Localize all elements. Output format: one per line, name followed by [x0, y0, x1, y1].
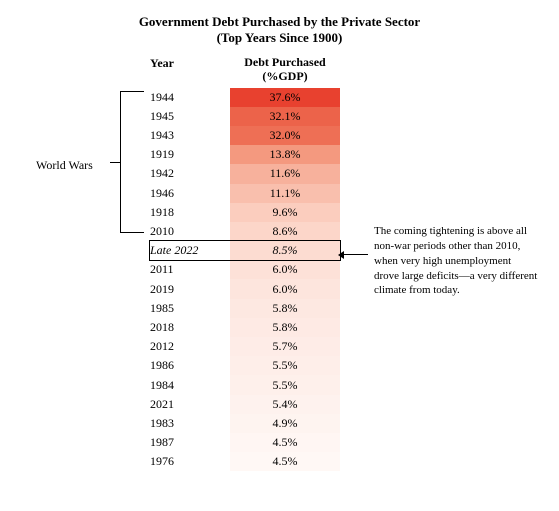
- cell-year: 2018: [150, 320, 230, 335]
- table-row: 19845.5%: [150, 375, 340, 394]
- table-row: 20196.0%: [150, 279, 340, 298]
- table-row: 20116.0%: [150, 260, 340, 279]
- cell-value: 6.0%: [230, 260, 340, 279]
- cell-value: 9.6%: [230, 203, 340, 222]
- cell-value: 4.9%: [230, 414, 340, 433]
- table-row: 19834.9%: [150, 414, 340, 433]
- cell-year: 1918: [150, 205, 230, 220]
- world-wars-bracket: [110, 91, 140, 233]
- table-row: 19874.5%: [150, 433, 340, 452]
- header-year: Year: [150, 56, 230, 84]
- cell-value: 11.1%: [230, 184, 340, 203]
- table-row: 20185.8%: [150, 318, 340, 337]
- cell-year: 1987: [150, 435, 230, 450]
- annotation-text: The coming tightening is above all non-w…: [374, 224, 538, 298]
- cell-value: 4.5%: [230, 452, 340, 471]
- table-row: 194332.0%: [150, 126, 340, 145]
- cell-year: 2019: [150, 282, 230, 297]
- cell-value: 5.8%: [230, 318, 340, 337]
- cell-year: 1946: [150, 186, 230, 201]
- cell-year: 2021: [150, 397, 230, 412]
- cell-year: 2010: [150, 224, 230, 239]
- cell-year: 1943: [150, 128, 230, 143]
- cell-value: 4.5%: [230, 433, 340, 452]
- cell-year: Late 2022: [150, 243, 230, 258]
- table-row: 19865.5%: [150, 356, 340, 375]
- data-table: Year Debt Purchased (%GDP) 194437.6%1945…: [150, 56, 340, 471]
- cell-year: 1983: [150, 416, 230, 431]
- cell-value: 11.6%: [230, 164, 340, 183]
- table-body: 194437.6%194532.1%194332.0%191913.8%1942…: [150, 88, 340, 472]
- cell-value: 5.7%: [230, 337, 340, 356]
- annotation-arrow: [342, 254, 368, 255]
- table-row: 20108.6%: [150, 222, 340, 241]
- cell-value: 32.0%: [230, 126, 340, 145]
- cell-value: 5.5%: [230, 356, 340, 375]
- cell-year: 1984: [150, 378, 230, 393]
- cell-year: 1986: [150, 358, 230, 373]
- table-row: 194611.1%: [150, 184, 340, 203]
- table-row: Late 20228.5%: [150, 241, 340, 260]
- table-row: 19764.5%: [150, 452, 340, 471]
- cell-value: 13.8%: [230, 145, 340, 164]
- cell-year: 1976: [150, 454, 230, 469]
- cell-value: 37.6%: [230, 88, 340, 107]
- table-row: 20215.4%: [150, 395, 340, 414]
- cell-year: 2012: [150, 339, 230, 354]
- cell-year: 1942: [150, 166, 230, 181]
- cell-value: 5.5%: [230, 375, 340, 394]
- title-line-2: (Top Years Since 1900): [217, 30, 343, 45]
- title-line-1: Government Debt Purchased by the Private…: [139, 14, 420, 29]
- cell-year: 2011: [150, 262, 230, 277]
- table-row: 194211.6%: [150, 164, 340, 183]
- cell-year: 1919: [150, 147, 230, 162]
- table-row: 19855.8%: [150, 299, 340, 318]
- cell-year: 1945: [150, 109, 230, 124]
- table-header: Year Debt Purchased (%GDP): [150, 56, 340, 84]
- chart-title: Government Debt Purchased by the Private…: [0, 14, 559, 47]
- bracket-label: World Wars: [36, 158, 93, 173]
- cell-value: 8.6%: [230, 222, 340, 241]
- cell-value: 6.0%: [230, 279, 340, 298]
- table-row: 194437.6%: [150, 88, 340, 107]
- header-value: Debt Purchased (%GDP): [230, 56, 340, 84]
- cell-year: 1944: [150, 90, 230, 105]
- cell-value: 5.8%: [230, 299, 340, 318]
- cell-year: 1985: [150, 301, 230, 316]
- table-row: 191913.8%: [150, 145, 340, 164]
- table-row: 20125.7%: [150, 337, 340, 356]
- table-row: 194532.1%: [150, 107, 340, 126]
- chart-page: Government Debt Purchased by the Private…: [0, 0, 559, 511]
- cell-value: 8.5%: [230, 241, 340, 260]
- cell-value: 5.4%: [230, 395, 340, 414]
- table-row: 19189.6%: [150, 203, 340, 222]
- cell-value: 32.1%: [230, 107, 340, 126]
